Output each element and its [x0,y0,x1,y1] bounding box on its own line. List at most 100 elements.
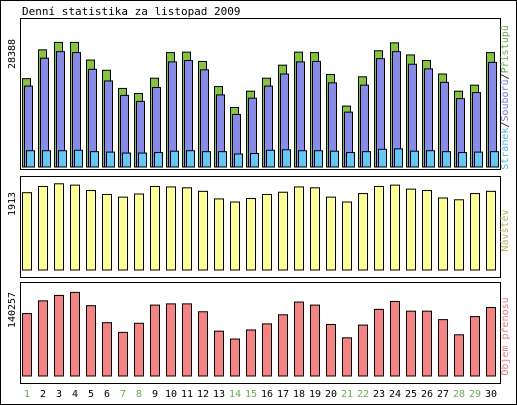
day-label-11: 11 [181,389,193,400]
bar-kbytes-28 [454,334,464,377]
day-label-14: 14 [229,389,241,400]
bar-pages-8 [138,152,147,168]
bar-visits-10 [166,186,176,271]
day-label-1: 1 [24,389,30,400]
bar-kbytes-10 [166,303,176,377]
day-label-17: 17 [277,389,289,400]
bar-kbytes-5 [86,305,96,377]
bar-visits-6 [102,193,112,271]
bar-kbytes-19 [310,304,320,377]
bar-kbytes-13 [214,330,224,377]
bar-kbytes-3 [54,294,64,377]
visits-panel-frame [20,176,501,278]
day-label-16: 16 [261,389,273,400]
visits-bars [22,183,496,271]
bar-pages-15 [250,153,259,168]
hits-files-pages-panel-frame [20,18,501,170]
bar-pages-1 [26,150,35,168]
ylabel-hits-files-pages: Stránek/Souborů/Přístupů [499,25,511,170]
ylabel-visits: Návštěv [499,209,511,251]
bar-visits-9 [150,185,160,271]
bar-pages-23 [378,148,387,168]
bar-visits-11 [182,187,192,271]
day-label-23: 23 [373,389,385,400]
bar-kbytes-1 [22,313,32,377]
bar-visits-19 [310,187,320,271]
bar-pages-9 [154,152,163,168]
bar-kbytes-22 [358,324,368,377]
day-label-2: 2 [40,389,46,400]
bar-visits-17 [278,191,288,271]
day-label-7: 7 [120,389,126,400]
day-label-10: 10 [165,389,177,400]
bar-visits-23 [374,185,384,271]
bar-kbytes-20 [326,323,336,377]
day-label-22: 22 [357,389,369,400]
day-label-18: 18 [293,389,305,400]
ylabel-separator-1: / [500,73,511,79]
day-label-5: 5 [88,389,94,400]
bar-pages-6 [106,151,115,168]
bar-files-3 [56,51,65,168]
bar-kbytes-8 [134,322,144,377]
bar-pages-19 [314,150,323,168]
day-label-27: 27 [437,389,449,400]
bar-pages-21 [346,152,355,168]
bar-pages-3 [58,150,67,168]
bar-pages-16 [266,149,275,168]
day-label-15: 15 [245,389,257,400]
bar-pages-2 [42,150,51,168]
bar-pages-28 [458,152,467,168]
bar-pages-25 [410,150,419,168]
bar-kbytes-11 [182,303,192,377]
bar-kbytes-30 [486,307,496,377]
bar-visits-5 [86,189,96,271]
bar-pages-30 [490,151,499,168]
x-axis-day-labels: 1 2 3 4 5 6 7 8 9 10 11 12 13 14 15 16 17 18 19 20 21 22 23 24 2… [24,389,497,400]
bar-visits-22 [358,193,368,271]
bar-visits-2 [38,185,48,271]
day-label-30: 30 [485,389,497,400]
bar-visits-8 [134,193,144,271]
day-label-12: 12 [197,389,209,400]
bar-kbytes-24 [390,300,400,377]
bar-kbytes-18 [294,301,304,377]
bar-kbytes-7 [118,331,128,377]
ylabel-part-2: Přístupů [499,25,511,73]
bar-visits-4 [70,184,80,271]
bar-kbytes-21 [342,337,352,377]
day-label-28: 28 [453,389,465,400]
bar-visits-14 [230,201,240,271]
day-label-4: 4 [72,389,78,400]
bar-pages-14 [234,153,243,168]
bar-kbytes-29 [470,316,480,377]
day-label-26: 26 [421,389,433,400]
kbytes-panel-frame [20,282,501,384]
bar-visits-16 [262,193,272,271]
day-label-6: 6 [104,389,110,400]
bar-visits-15 [246,197,256,271]
bar-pages-7 [122,152,131,168]
bar-pages-12 [202,151,211,168]
bar-visits-13 [214,198,224,271]
day-label-24: 24 [389,389,401,400]
kbytes-bars [22,291,496,377]
bar-kbytes-25 [406,310,416,377]
bar-kbytes-26 [422,310,432,377]
bar-visits-18 [294,186,304,271]
bar-kbytes-2 [38,300,48,377]
bar-kbytes-14 [230,338,240,377]
chart-title: Denní statistika za listopad 2009 [22,5,241,18]
bar-visits-28 [454,199,464,271]
ylabel-part-0: Stránek [499,128,511,170]
bar-visits-12 [198,190,208,271]
bar-pages-20 [330,150,339,168]
bar-visits-26 [422,189,432,271]
day-label-29: 29 [469,389,481,400]
bar-kbytes-23 [374,308,384,377]
ylabel-kbytes: Objem přenosu [499,297,511,375]
bar-pages-4 [74,149,83,168]
ytick-kbytes: 140257 [7,292,18,328]
day-label-13: 13 [213,389,225,400]
bar-pages-10 [170,150,179,168]
